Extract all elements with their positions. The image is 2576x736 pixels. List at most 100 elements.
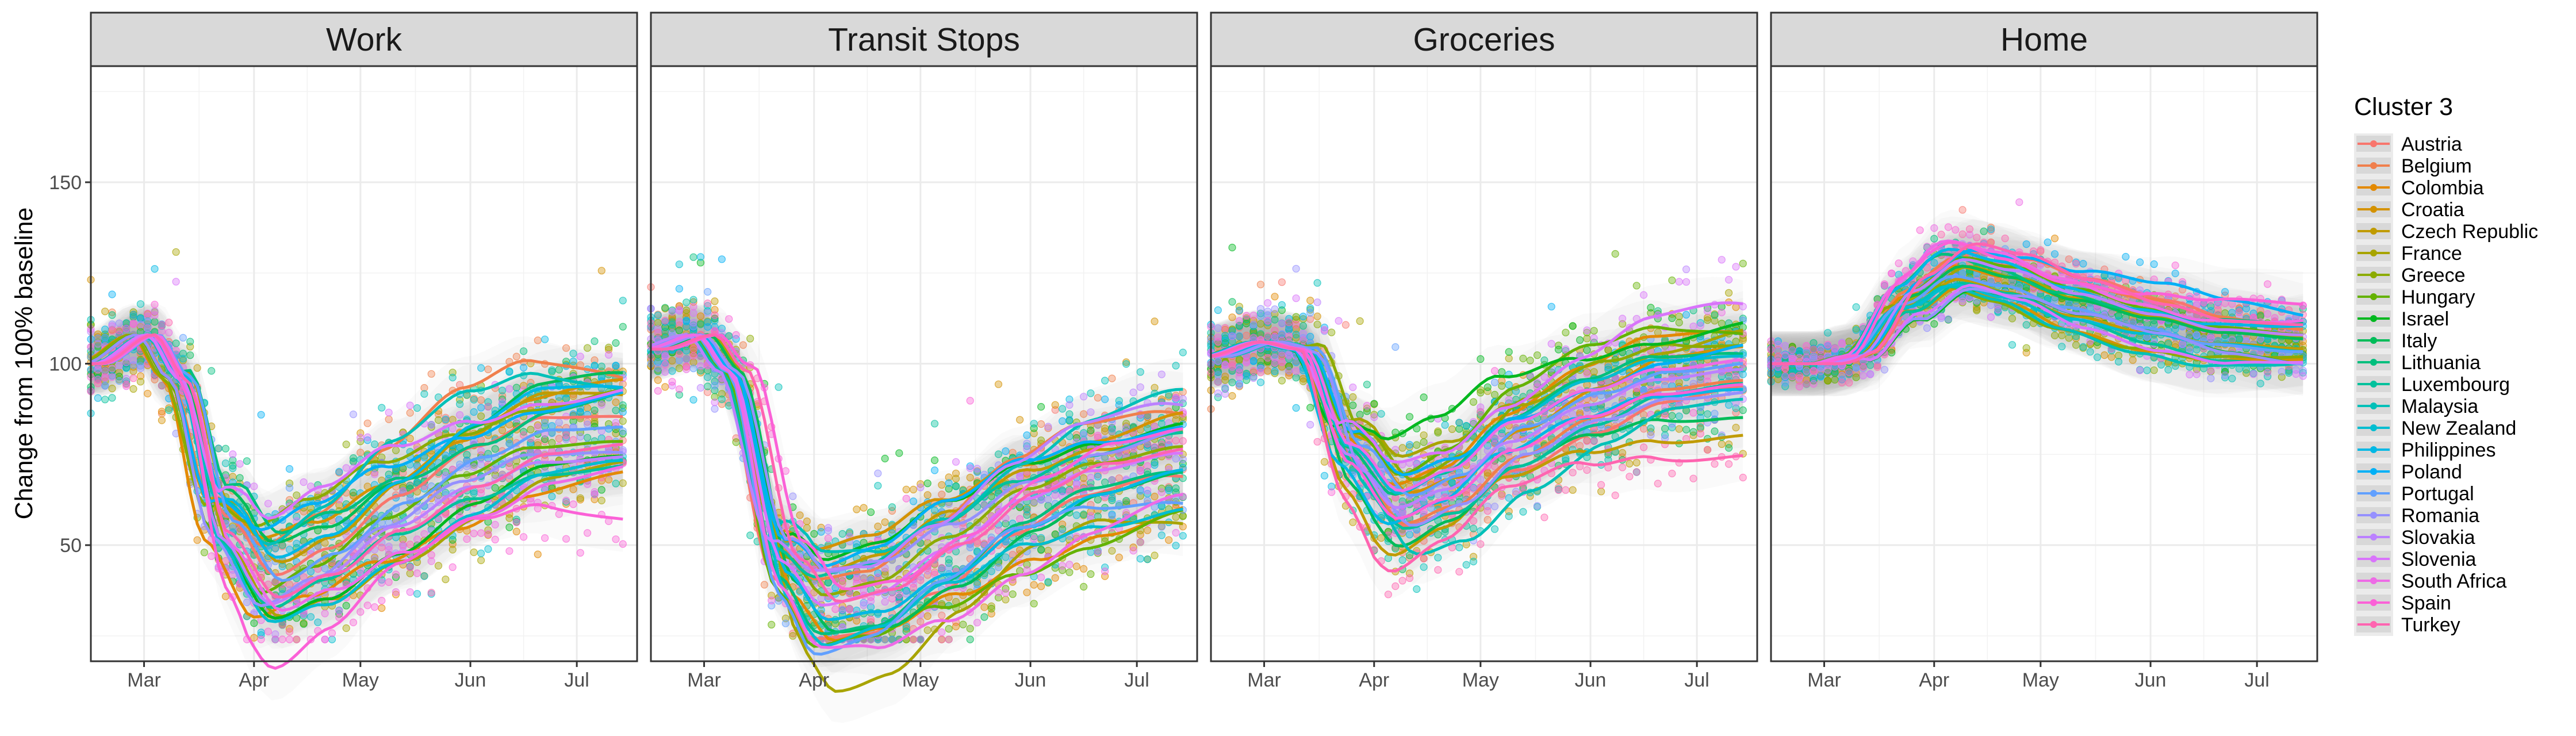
data-point	[540, 534, 549, 542]
data-point	[165, 406, 173, 414]
data-point	[555, 510, 563, 518]
data-point	[1136, 383, 1144, 391]
data-point	[1228, 313, 1236, 321]
data-point	[1030, 581, 1038, 589]
data-point	[576, 352, 584, 361]
data-point	[1704, 410, 1712, 418]
data-point	[895, 591, 903, 599]
data-point	[399, 540, 407, 549]
x-tick-label: Apr	[239, 669, 269, 691]
data-point	[151, 311, 159, 319]
data-point	[930, 456, 939, 465]
data-point	[1228, 378, 1236, 386]
data-point	[165, 328, 173, 337]
data-point	[683, 362, 691, 370]
data-point	[1313, 320, 1321, 328]
data-point	[342, 440, 350, 448]
data-point	[562, 496, 570, 505]
data-point	[1009, 590, 1017, 598]
data-point	[1065, 416, 1074, 424]
data-point	[1172, 542, 1180, 550]
data-point	[1136, 538, 1144, 546]
data-point	[583, 529, 592, 537]
data-point	[477, 549, 485, 557]
data-point	[1002, 596, 1010, 604]
data-point	[696, 312, 705, 320]
data-point	[973, 619, 982, 627]
data-point	[1604, 363, 1612, 371]
data-point	[1405, 440, 1414, 449]
data-point	[1640, 425, 1648, 433]
data-point	[838, 605, 846, 614]
data-point	[746, 335, 754, 343]
data-point	[1739, 406, 1747, 415]
data-point	[477, 412, 485, 420]
data-point	[172, 248, 180, 256]
data-point	[966, 397, 974, 405]
data-point	[689, 253, 697, 261]
data-point	[278, 635, 286, 643]
data-point	[385, 415, 393, 423]
data-point	[1626, 459, 1634, 468]
data-point	[704, 288, 712, 296]
data-point	[144, 389, 152, 398]
data-point	[1405, 413, 1414, 421]
data-point	[306, 613, 315, 621]
data-point	[1037, 534, 1045, 542]
data-point	[1278, 377, 1286, 385]
data-point	[115, 327, 123, 335]
data-point	[477, 364, 485, 372]
data-point	[938, 490, 946, 499]
data-point	[1533, 351, 1542, 359]
data-point	[1725, 401, 1733, 409]
data-point	[1023, 445, 1031, 453]
data-point	[604, 346, 613, 354]
data-point	[591, 337, 599, 346]
data-point	[165, 319, 173, 327]
data-point	[966, 473, 974, 482]
data-point	[838, 530, 846, 538]
data-point	[1420, 393, 1428, 401]
data-point	[1320, 471, 1328, 480]
data-point	[1179, 348, 1187, 356]
data-point	[696, 253, 705, 261]
data-point	[675, 350, 684, 358]
data-point	[1002, 589, 1010, 597]
data-point	[285, 635, 294, 643]
data-point	[378, 404, 386, 412]
data-point	[548, 422, 556, 430]
data-point	[1306, 404, 1314, 412]
data-point	[1689, 428, 1697, 436]
x-tick-label: Mar	[687, 669, 721, 691]
data-point	[271, 545, 279, 553]
data-point	[527, 425, 535, 434]
data-point	[597, 362, 605, 370]
data-point	[1179, 455, 1187, 463]
data-point	[1151, 461, 1159, 469]
data-point	[1058, 405, 1067, 413]
data-point	[619, 297, 627, 305]
data-point	[966, 624, 974, 632]
data-point	[930, 466, 939, 474]
data-point	[902, 485, 910, 493]
data-point	[1632, 458, 1640, 467]
facet-panel-transit-stops: Transit Stops Mar Apr May Jun Jul	[647, 12, 1198, 723]
data-point	[406, 434, 414, 443]
data-point	[392, 446, 400, 454]
data-point	[94, 394, 102, 402]
data-point	[881, 518, 889, 526]
data-point	[1490, 525, 1499, 533]
data-point	[534, 550, 542, 558]
data-point	[505, 462, 513, 471]
data-point	[200, 549, 208, 557]
data-point	[711, 297, 719, 305]
data-point	[1590, 368, 1598, 376]
data-point	[342, 464, 350, 472]
data-point	[108, 384, 116, 393]
data-point	[583, 420, 592, 428]
data-point	[696, 320, 705, 328]
data-point	[867, 615, 875, 624]
data-point	[1675, 378, 1683, 386]
data-point	[619, 401, 627, 409]
data-point	[888, 503, 896, 511]
